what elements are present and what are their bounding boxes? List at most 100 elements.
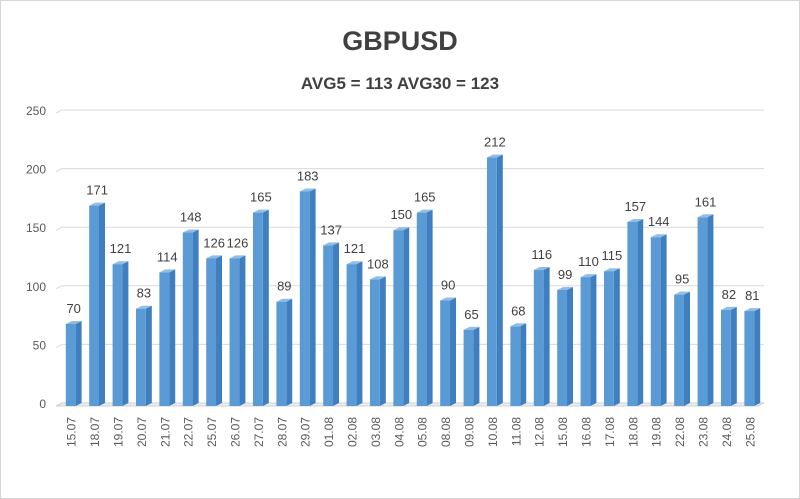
bar bbox=[440, 300, 451, 406]
bar bbox=[299, 191, 310, 406]
x-tick-label: 01.08 bbox=[322, 417, 336, 447]
data-label: 70 bbox=[66, 301, 80, 316]
bar bbox=[276, 301, 287, 406]
bar-side bbox=[496, 154, 503, 406]
y-tick-label: 150 bbox=[26, 221, 46, 235]
bar-side bbox=[145, 305, 152, 406]
bar bbox=[463, 329, 474, 406]
bar-side bbox=[356, 261, 363, 406]
bar bbox=[416, 212, 427, 406]
y-tick-label: 50 bbox=[33, 338, 47, 352]
y-tick-label: 0 bbox=[39, 397, 46, 411]
bar bbox=[65, 323, 76, 406]
bar bbox=[159, 272, 170, 406]
x-tick-label: 02.08 bbox=[346, 417, 360, 447]
bar bbox=[89, 205, 100, 406]
x-tick-label: 08.08 bbox=[439, 417, 453, 447]
data-label: 126 bbox=[227, 235, 249, 250]
x-tick-label: 18.07 bbox=[88, 417, 102, 447]
bar bbox=[393, 230, 404, 406]
data-label: 171 bbox=[86, 183, 108, 198]
gridline-side bbox=[55, 168, 63, 173]
bar-side bbox=[426, 209, 433, 406]
x-tick-label: 19.07 bbox=[112, 417, 126, 447]
data-label: 95 bbox=[675, 272, 689, 287]
x-tick-label: 12.08 bbox=[533, 417, 547, 447]
bar-side bbox=[637, 218, 644, 406]
bar-top bbox=[463, 326, 480, 330]
data-label: 82 bbox=[722, 287, 736, 302]
bar-side bbox=[660, 234, 667, 406]
y-tick-label: 100 bbox=[26, 280, 46, 294]
bar bbox=[323, 245, 334, 406]
x-tick-label: 27.07 bbox=[252, 417, 266, 447]
bar-side bbox=[754, 308, 761, 406]
bar-top bbox=[252, 209, 269, 213]
bar-top bbox=[65, 320, 82, 324]
bar-side bbox=[450, 297, 457, 406]
x-tick-label: 11.08 bbox=[509, 417, 523, 446]
bar-top bbox=[182, 229, 199, 233]
data-label: 116 bbox=[531, 247, 552, 262]
bar-top bbox=[229, 255, 246, 259]
data-label: 99 bbox=[558, 267, 572, 282]
bar-side bbox=[403, 227, 410, 406]
gridline-side bbox=[55, 109, 63, 114]
bar-top bbox=[533, 267, 550, 271]
bar-top bbox=[627, 218, 644, 222]
x-tick-label: 22.07 bbox=[182, 417, 196, 447]
bar bbox=[369, 279, 380, 406]
bar-side bbox=[730, 306, 737, 406]
bar-side bbox=[192, 229, 199, 406]
bar bbox=[603, 271, 614, 406]
bar bbox=[135, 308, 146, 406]
data-label: 114 bbox=[157, 249, 178, 264]
bar-top bbox=[346, 261, 363, 265]
bar bbox=[650, 237, 661, 406]
x-tick-label: 21.07 bbox=[158, 417, 172, 447]
bar-top bbox=[159, 269, 176, 273]
data-label: 148 bbox=[180, 210, 202, 225]
data-label: 212 bbox=[484, 135, 506, 150]
bar-top bbox=[440, 297, 457, 301]
x-tick-label: 23.08 bbox=[697, 417, 711, 447]
bar-top bbox=[486, 154, 503, 158]
bar bbox=[627, 221, 638, 406]
bar-top bbox=[369, 276, 386, 280]
x-tick-label: 26.07 bbox=[229, 417, 243, 447]
bar bbox=[252, 212, 263, 406]
bar bbox=[206, 258, 217, 406]
data-label: 126 bbox=[203, 235, 225, 250]
x-tick-label: 19.08 bbox=[650, 417, 664, 447]
bar-side bbox=[169, 269, 176, 406]
bar bbox=[346, 264, 357, 406]
chart-title: GBPUSD bbox=[342, 26, 458, 56]
bar-side bbox=[75, 320, 82, 406]
data-label: 121 bbox=[344, 241, 366, 256]
x-tick-label: 25.07 bbox=[205, 417, 219, 447]
data-label: 68 bbox=[511, 303, 525, 318]
data-label: 157 bbox=[624, 199, 646, 214]
bar-top bbox=[276, 298, 293, 302]
bar-top bbox=[510, 323, 527, 327]
data-label: 137 bbox=[320, 222, 342, 237]
data-label: 165 bbox=[250, 190, 272, 205]
bar-top bbox=[674, 291, 691, 295]
x-tick-label: 22.08 bbox=[673, 417, 687, 447]
bar bbox=[557, 289, 568, 406]
bar bbox=[674, 294, 685, 406]
x-tick-label: 28.07 bbox=[275, 417, 289, 447]
x-tick-label: 20.07 bbox=[135, 417, 149, 447]
bar-top bbox=[299, 188, 316, 192]
bar-side bbox=[122, 261, 129, 406]
bar-side bbox=[99, 202, 106, 406]
x-tick-label: 17.08 bbox=[603, 417, 617, 447]
data-label: 115 bbox=[602, 248, 623, 263]
bar-side bbox=[286, 298, 293, 406]
bar-top bbox=[697, 214, 714, 218]
bar-side bbox=[590, 274, 597, 406]
bar-side bbox=[333, 242, 340, 406]
bar-top bbox=[744, 308, 761, 312]
x-tick-label: 24.08 bbox=[720, 417, 734, 447]
data-label: 165 bbox=[414, 190, 436, 205]
